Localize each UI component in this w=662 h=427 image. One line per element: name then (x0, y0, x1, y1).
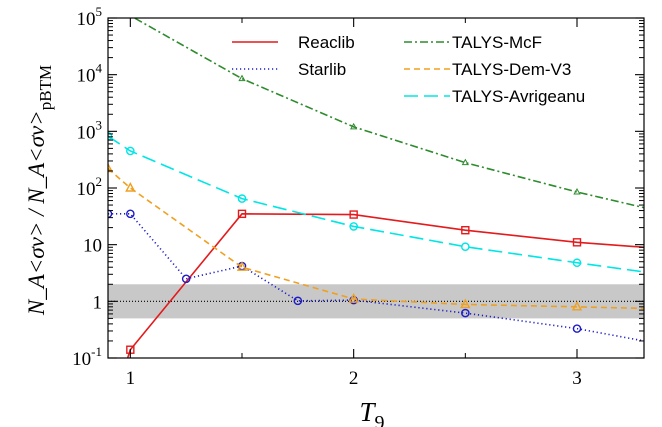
data-point (238, 74, 246, 82)
data-point (125, 182, 136, 192)
data-point (237, 194, 247, 203)
data-point (348, 293, 359, 303)
series-line (132, 18, 644, 209)
series-talys-avrigeanu (108, 131, 644, 273)
y-tick-label: 105 (77, 4, 103, 30)
x-axis-title-sub: 9 (375, 412, 385, 427)
series-line (108, 135, 644, 273)
y-tick-label: 103 (77, 117, 103, 143)
series-talys-mcf (132, 18, 644, 209)
series-talys-dem-v3 (108, 162, 644, 311)
data-point (572, 324, 582, 333)
series-line (108, 167, 644, 310)
data-point (572, 258, 582, 268)
series-line (108, 213, 644, 342)
y-tick-label: 10-1 (72, 344, 102, 370)
x-axis-title-main: T (359, 397, 376, 427)
data-point (236, 261, 248, 271)
series-layer (108, 18, 644, 358)
y-tick-label: 1 (93, 292, 103, 313)
legend-label: TALYS-Avrigeanu (452, 87, 585, 106)
data-point (350, 122, 358, 130)
axis-titles: T9 N_A<σv> / N_A<σv>pBTM (24, 65, 385, 427)
data-point (126, 209, 135, 219)
x-tick-label: 1 (126, 368, 136, 389)
y-tick-label: 104 (77, 61, 103, 87)
data-point (108, 162, 114, 173)
data-point (349, 210, 358, 219)
data-point (572, 238, 582, 247)
axis-layer: 1 2 3 10-1 1 10 102 103 104 105 (72, 4, 645, 389)
data-point (461, 226, 470, 235)
data-point (349, 222, 358, 231)
legend: Reaclib Starlib TALYS-McF TALYS-Dem-V3 TALYS… (232, 33, 585, 106)
y-axis-title-main: N_A<σv> / N_A<σv> (24, 110, 49, 316)
data-point (126, 146, 135, 156)
data-point (571, 300, 583, 311)
legend-label: Starlib (298, 60, 346, 79)
legend-label: TALYS-Dem-V3 (452, 60, 571, 79)
data-point (573, 187, 581, 195)
y-tick-label: 10 (83, 236, 102, 257)
data-point (461, 308, 470, 318)
data-point (293, 296, 303, 306)
y-axis-title: N_A<σv> / N_A<σv>pBTM (24, 65, 55, 316)
y-tick-label: 102 (77, 174, 103, 200)
legend-label: Reaclib (298, 33, 355, 52)
data-point (237, 209, 247, 219)
data-point (461, 242, 470, 252)
data-point (460, 298, 471, 309)
x-tick-label: 2 (349, 368, 359, 389)
legend-label: TALYS-McF (452, 33, 542, 52)
shaded-band-layer (108, 284, 644, 319)
y-axis-title-sub: pBTM (36, 65, 55, 110)
x-axis-title: T9 (359, 397, 384, 427)
data-point (181, 274, 191, 284)
data-point (461, 158, 469, 166)
x-tick-label: 3 (572, 368, 582, 389)
